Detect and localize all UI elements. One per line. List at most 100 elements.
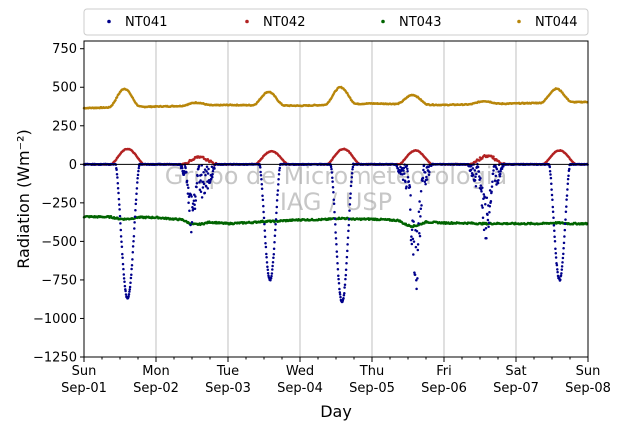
- y-axis-title: Radiation (Wm⁻²): [14, 129, 33, 268]
- nt041-point: [411, 237, 415, 241]
- nt041-point: [406, 170, 409, 173]
- nt041-point: [134, 208, 137, 212]
- nt041-point: [554, 256, 558, 259]
- nt041-point: [278, 166, 282, 170]
- nt041-point: [490, 185, 494, 188]
- nt041-point: [193, 203, 196, 206]
- nt041-point: [332, 202, 336, 206]
- y-tick-label: −1000: [33, 312, 77, 327]
- nt041-point: [415, 287, 418, 291]
- nt041-point: [266, 268, 270, 272]
- nt041-point: [556, 274, 560, 278]
- nt041-point: [548, 165, 552, 169]
- nt041-point: [133, 221, 136, 224]
- legend-label-nt044: NT044: [535, 15, 577, 30]
- nt041-point: [134, 198, 138, 202]
- nt041-point: [202, 182, 206, 186]
- nt041-point: [555, 263, 559, 267]
- nt041-point: [344, 273, 348, 277]
- nt041-point: [412, 240, 416, 243]
- nt041-point: [561, 261, 564, 264]
- nt041-point: [117, 197, 121, 201]
- nt041-point: [474, 184, 478, 188]
- nt041-point: [472, 173, 475, 177]
- y-tick-label: 250: [52, 119, 77, 134]
- nt041-point: [402, 166, 406, 170]
- nt041-point: [195, 182, 199, 185]
- nt041-point: [274, 228, 277, 232]
- nt041-point: [405, 185, 408, 188]
- nt041-point: [549, 176, 553, 180]
- nt041-point: [564, 218, 567, 221]
- nt041-point: [476, 165, 480, 169]
- legend-marker-nt043: [381, 19, 385, 24]
- nt041-point: [402, 169, 405, 172]
- x-tick-label: Wed: [286, 364, 314, 379]
- nt041-point: [337, 274, 340, 278]
- nt041-point: [334, 237, 338, 240]
- nt041-point: [129, 281, 132, 284]
- nt041-point: [497, 179, 500, 182]
- nt041-point: [491, 172, 495, 175]
- nt041-point: [496, 181, 500, 185]
- y-tick-label: 0: [69, 158, 77, 173]
- nt041-point: [551, 198, 554, 201]
- nt041-point: [418, 234, 422, 238]
- nt041-point: [485, 237, 488, 240]
- nt041-point: [412, 253, 415, 256]
- x-tick-label: Sep-04: [277, 381, 323, 396]
- nt041-point: [498, 175, 502, 178]
- nt041-point: [271, 268, 274, 271]
- nt041-point: [413, 271, 416, 274]
- nt041-point: [263, 229, 267, 232]
- nt041-point: [259, 166, 262, 169]
- nt041-point: [338, 293, 342, 296]
- nt041-point: [560, 272, 563, 275]
- nt041-point: [202, 171, 205, 174]
- nt041-point: [185, 179, 189, 183]
- x-tick-label: Tue: [216, 364, 239, 379]
- nt041-point: [187, 201, 190, 204]
- nt041-point: [273, 234, 277, 237]
- legend-marker-nt042: [245, 19, 249, 24]
- nt041-point: [197, 167, 200, 171]
- nt041-point: [200, 196, 204, 199]
- nt041-point: [477, 170, 481, 173]
- nt041-point: [186, 183, 189, 187]
- nt041-point: [120, 240, 123, 244]
- nt041-point: [204, 173, 207, 177]
- nt041-point: [124, 289, 127, 293]
- nt041-point: [550, 182, 553, 186]
- nt041-point: [347, 223, 351, 227]
- nt041-point: [135, 192, 138, 195]
- nt041-point: [135, 187, 139, 190]
- nt041-point: [560, 265, 564, 268]
- nt041-point: [278, 168, 281, 172]
- x-axis-title: Day: [320, 402, 352, 421]
- x-tick-label: Sun: [576, 364, 601, 379]
- nt041-point: [413, 273, 417, 277]
- nt041-point: [343, 283, 347, 287]
- nt041-point: [484, 202, 487, 206]
- nt041-point: [272, 252, 276, 256]
- nt041-point: [551, 205, 555, 209]
- nt041-point: [127, 295, 130, 298]
- nt041-point: [350, 171, 354, 175]
- nt041-point: [202, 180, 205, 184]
- nt041-point: [137, 169, 140, 173]
- nt041-point: [566, 177, 570, 181]
- y-tick-label: −250: [41, 196, 77, 211]
- nt041-point: [470, 171, 474, 175]
- nt041-point: [277, 183, 280, 186]
- x-tick-label: Sep-01: [61, 381, 107, 396]
- nt041-point: [424, 171, 427, 174]
- nt041-point: [124, 293, 128, 296]
- legend-marker-nt041: [107, 19, 111, 24]
- nt041-point: [185, 171, 188, 174]
- nt041-point: [406, 167, 409, 171]
- nt041-point: [123, 284, 127, 288]
- nt041-point: [550, 193, 554, 197]
- nt041-point: [265, 252, 268, 256]
- nt041-point: [420, 204, 423, 207]
- nt041-point: [203, 191, 207, 195]
